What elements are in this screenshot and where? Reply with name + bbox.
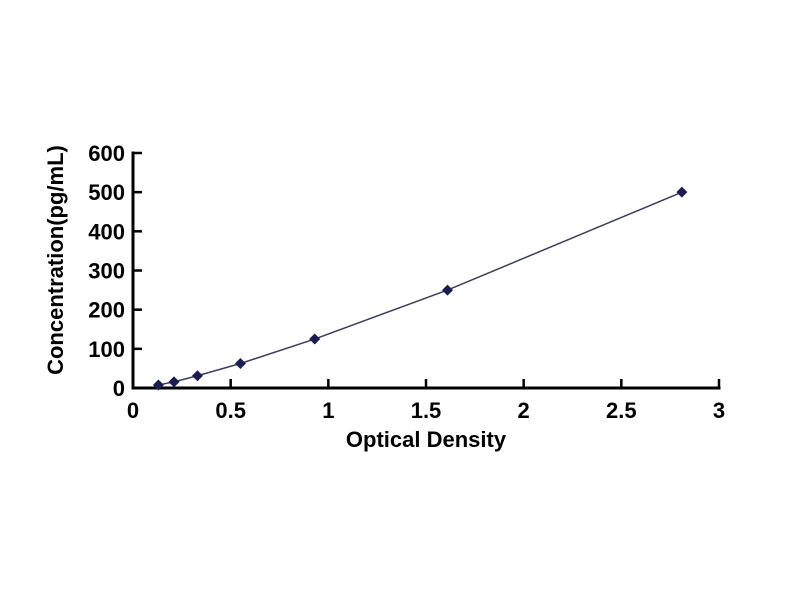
data-point-marker bbox=[676, 186, 688, 198]
data-point-marker bbox=[309, 333, 321, 345]
y-tick-label: 300 bbox=[88, 259, 125, 284]
y-axis-title: Concentration(pg/mL) bbox=[43, 145, 68, 375]
y-tick-label: 500 bbox=[88, 180, 125, 205]
x-tick-label: 0.5 bbox=[215, 398, 246, 423]
y-tick-label: 0 bbox=[113, 376, 125, 401]
x-tick-label: 2.5 bbox=[606, 398, 637, 423]
x-tick-label: 0 bbox=[127, 398, 139, 423]
y-tick-label: 400 bbox=[88, 219, 125, 244]
x-tick-label: 1 bbox=[322, 398, 334, 423]
x-tick-label: 1.5 bbox=[411, 398, 442, 423]
data-point-marker bbox=[234, 358, 246, 370]
series-line bbox=[158, 191, 683, 386]
data-point-marker bbox=[441, 284, 453, 296]
data-point-marker bbox=[152, 379, 164, 391]
data-point-marker bbox=[168, 376, 180, 388]
y-tick-label: 100 bbox=[88, 337, 125, 362]
y-tick-label: 200 bbox=[88, 298, 125, 323]
data-point-marker bbox=[191, 370, 203, 382]
x-tick-label: 2 bbox=[518, 398, 530, 423]
x-axis-title: Optical Density bbox=[345, 427, 507, 452]
y-tick-label: 600 bbox=[88, 141, 125, 166]
x-tick-label: 3 bbox=[713, 398, 725, 423]
